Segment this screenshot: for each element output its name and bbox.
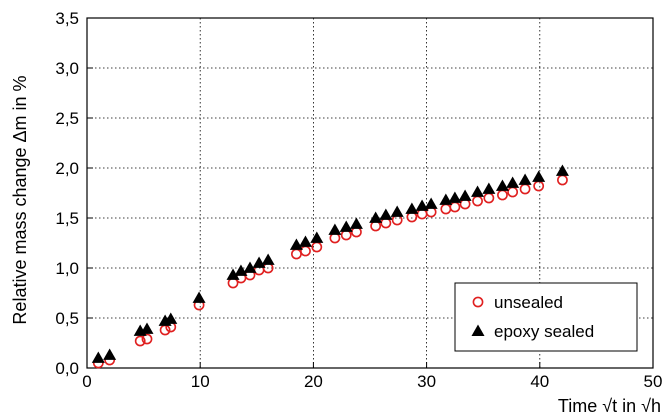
legend: unsealed epoxy sealed — [454, 282, 638, 352]
x-tick-label: 0 — [82, 372, 91, 391]
y-tick-label: 3,5 — [55, 9, 79, 28]
y-tick-labels: 0,0 0,5 1,0 1,5 2,0 2,5 3,0 3,5 — [55, 9, 79, 378]
data-point-epoxy-sealed — [103, 348, 117, 360]
y-tick-label: 3,0 — [55, 59, 79, 78]
data-point-unsealed — [472, 195, 483, 207]
data-point-epoxy-sealed — [328, 223, 342, 235]
data-point-epoxy-sealed — [298, 235, 312, 247]
y-tick-label: 1,0 — [55, 259, 79, 278]
data-point-epoxy-sealed — [482, 182, 496, 194]
y-tick-label: 2,5 — [55, 109, 79, 128]
legend-marker-unsealed — [472, 296, 484, 308]
data-point-unsealed — [141, 333, 153, 345]
axis-ticks — [86, 17, 654, 369]
data-point-epoxy-sealed — [339, 220, 353, 232]
data-point-epoxy-sealed — [252, 256, 266, 268]
data-point-epoxy-sealed — [518, 173, 532, 185]
series-1 — [91, 164, 569, 363]
data-point-epoxy-sealed — [243, 261, 257, 273]
data-point-epoxy-sealed — [555, 164, 569, 176]
x-tick-label: 20 — [304, 372, 323, 391]
y-tick-label: 1,5 — [55, 209, 79, 228]
x-tick-label: 50 — [644, 372, 663, 391]
data-point-unsealed — [134, 335, 146, 347]
data-point-epoxy-sealed — [390, 205, 404, 217]
data-point-epoxy-sealed — [415, 199, 429, 211]
data-point-unsealed — [519, 183, 531, 195]
data-point-epoxy-sealed — [289, 238, 303, 250]
data-point-epoxy-sealed — [439, 193, 453, 205]
data-point-epoxy-sealed — [448, 191, 462, 203]
data-point-epoxy-sealed — [140, 322, 154, 334]
data-point-epoxy-sealed — [379, 208, 393, 220]
data-points — [91, 164, 569, 369]
legend-marker-epoxy-sealed — [471, 324, 485, 336]
y-axis-label: Relative mass change Δm in % — [10, 75, 30, 324]
data-point-unsealed — [557, 174, 568, 186]
data-point-epoxy-sealed — [261, 253, 275, 265]
x-tick-label: 40 — [530, 372, 549, 391]
legend-box — [454, 282, 638, 352]
data-point-unsealed — [483, 192, 495, 204]
data-point-epoxy-sealed — [369, 211, 383, 223]
data-point-epoxy-sealed — [458, 189, 472, 201]
plot-frame — [86, 17, 654, 369]
data-point-epoxy-sealed — [226, 268, 240, 280]
data-point-epoxy-sealed — [234, 264, 248, 276]
data-point-unsealed — [533, 180, 545, 192]
data-point-epoxy-sealed — [471, 185, 485, 197]
data-point-epoxy-sealed — [91, 351, 105, 363]
y-tick-label: 0,5 — [55, 309, 79, 328]
data-point-epoxy-sealed — [349, 217, 363, 229]
x-axis-label: Time √t in √h — [558, 396, 661, 416]
data-point-unsealed — [507, 186, 519, 198]
data-point-unsealed — [300, 245, 311, 257]
x-tick-label: 30 — [417, 372, 436, 391]
data-point-epoxy-sealed — [164, 312, 178, 324]
data-point-epoxy-sealed — [532, 170, 546, 182]
data-point-unsealed — [440, 203, 452, 215]
data-point-epoxy-sealed — [405, 202, 419, 214]
y-tick-label: 0,0 — [55, 359, 79, 378]
legend-label-unsealed: unsealed — [494, 293, 563, 312]
legend-label-epoxy-sealed: epoxy sealed — [494, 322, 594, 341]
data-point-epoxy-sealed — [506, 176, 520, 188]
x-tick-labels: 0 10 20 30 40 50 — [82, 372, 662, 391]
y-tick-label: 2,0 — [55, 159, 79, 178]
data-point-epoxy-sealed — [495, 179, 509, 191]
data-point-unsealed — [291, 248, 302, 260]
data-point-unsealed — [497, 189, 508, 201]
data-point-epoxy-sealed — [310, 231, 324, 243]
data-point-epoxy-sealed — [424, 197, 438, 209]
data-point-epoxy-sealed — [192, 291, 206, 303]
x-tick-label: 10 — [191, 372, 210, 391]
